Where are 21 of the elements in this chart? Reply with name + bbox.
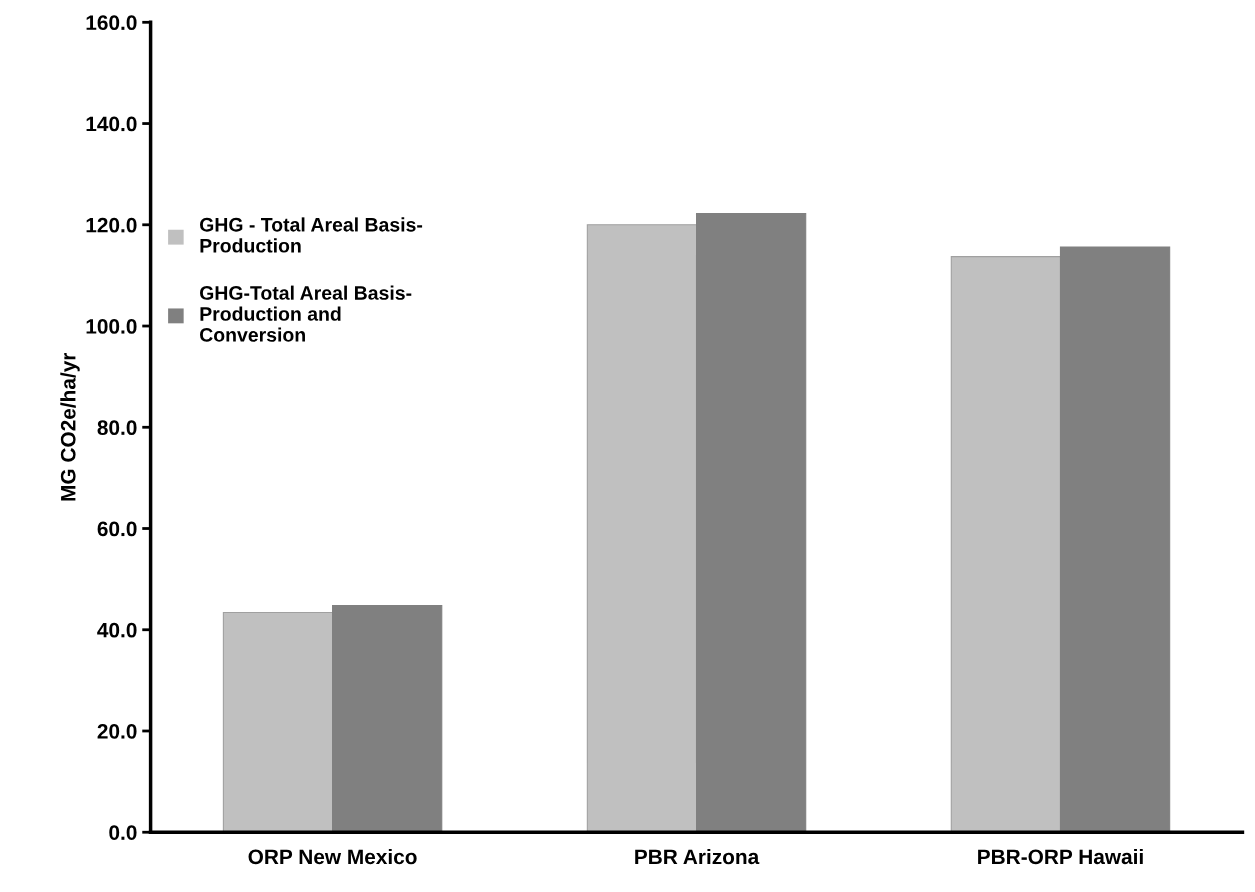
bar (695, 213, 807, 833)
y-tick-label: 40.0 (97, 622, 137, 638)
y-tick-label: 160.0 (86, 15, 137, 31)
y-tick-label: 60.0 (97, 521, 137, 537)
legend-label: GHG-Total Areal Basis-Production and Conversion (200, 285, 412, 342)
legend-label: GHG - Total Areal Basis-Production (200, 217, 423, 253)
x-tick-label: ORP New Mexico (248, 848, 417, 865)
x-tick-label: PBR Arizona (635, 848, 760, 865)
bar (586, 224, 698, 833)
bar (332, 604, 443, 833)
x-tick-label: PBR-ORP Hawaii (978, 848, 1143, 865)
y-tick-label: 100.0 (86, 319, 137, 334)
y-tick-label: 80.0 (97, 420, 137, 436)
y-axis-title: MG CO2e/ha/yr (60, 352, 80, 501)
y-tick-label: 20.0 (97, 724, 137, 739)
bar (222, 611, 334, 833)
y-tick-label: 120.0 (86, 217, 137, 233)
y-tick-label: 140.0 (86, 116, 137, 132)
y-tick-label: 0.0 (109, 825, 137, 840)
bar (950, 256, 1062, 833)
bar (1059, 246, 1171, 833)
